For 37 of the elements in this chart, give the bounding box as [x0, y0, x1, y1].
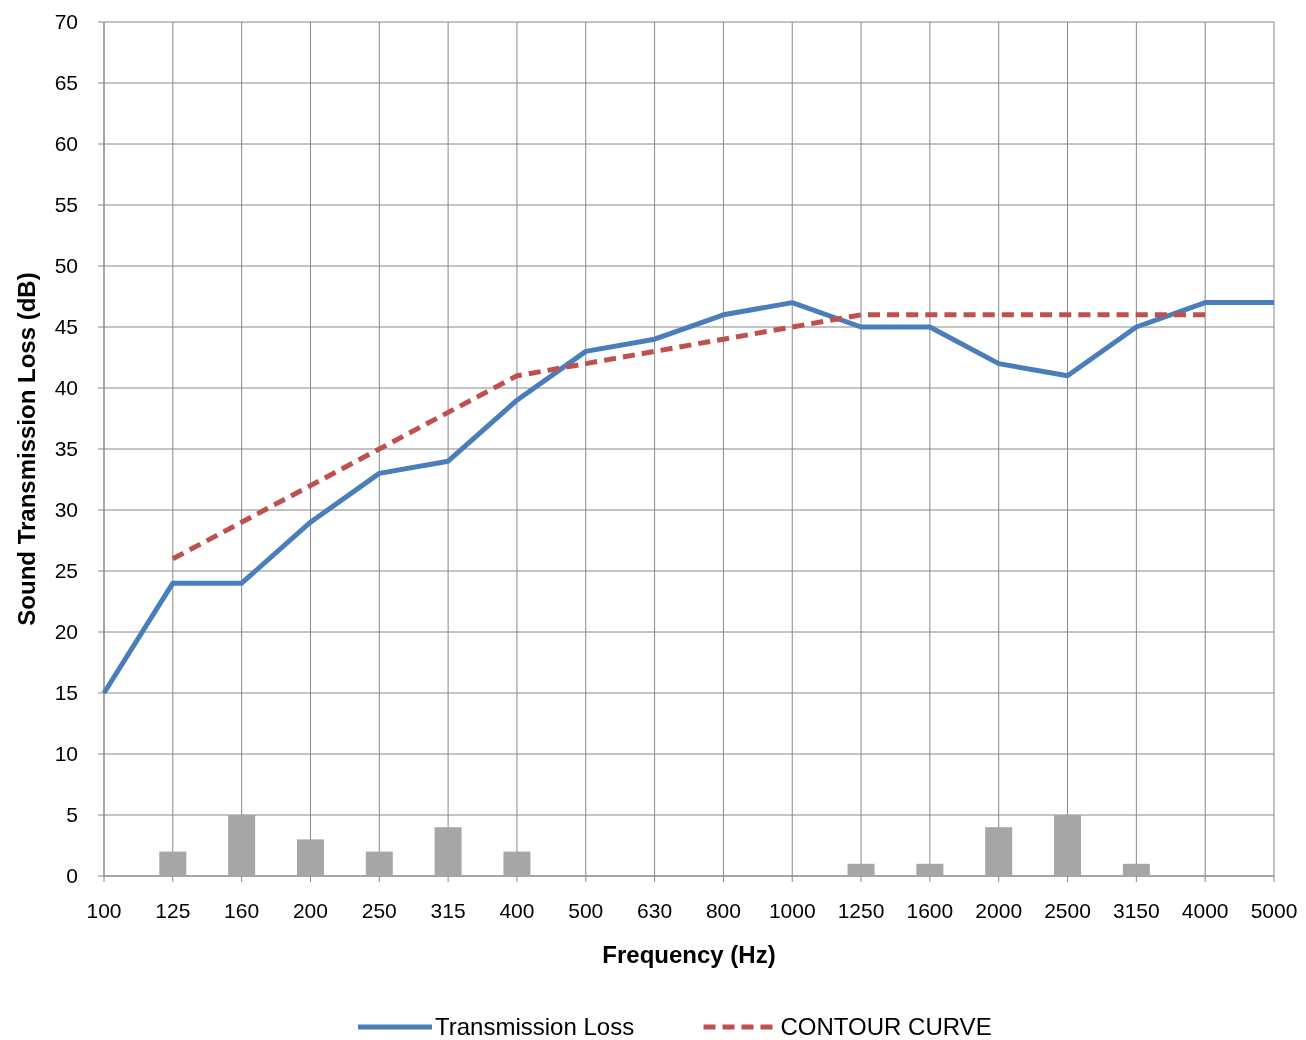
- x-tick-label: 500: [568, 899, 604, 922]
- y-tick-label: 45: [54, 315, 78, 339]
- legend-label: Transmission Loss: [435, 1013, 635, 1040]
- x-tick-label: 100: [86, 899, 122, 922]
- y-tick-label: 10: [54, 742, 78, 766]
- x-tick-label: 2500: [1044, 899, 1091, 922]
- x-tick-label: 800: [705, 899, 741, 922]
- y-tick-label: 0: [66, 864, 78, 888]
- y-tick-label: 55: [54, 193, 78, 217]
- x-tick-label: 1250: [837, 899, 885, 922]
- y-tick-label: 50: [54, 254, 78, 278]
- y-tick-label: 40: [54, 376, 78, 400]
- x-tick-label: 160: [224, 899, 260, 922]
- y-tick-label: 35: [54, 437, 78, 461]
- y-tick-label: 70: [54, 10, 78, 34]
- x-tick-label: 3150: [1112, 899, 1160, 922]
- x-tick-label: 4000: [1181, 899, 1229, 922]
- x-tick-label: 5000: [1250, 899, 1298, 922]
- y-tick-label: 30: [54, 498, 78, 522]
- y-tick-label: 65: [54, 71, 78, 95]
- x-tick-label: 1600: [906, 899, 954, 922]
- y-tick-label: 60: [54, 132, 78, 156]
- y-tick-label: 5: [66, 803, 78, 827]
- y-tick-label: 20: [54, 620, 78, 644]
- x-tick-label: 315: [430, 899, 466, 922]
- y-tick-label: 25: [54, 559, 78, 583]
- x-axis-title: Frequency (Hz): [602, 941, 776, 968]
- x-tick-label: 1000: [768, 899, 816, 922]
- x-tick-label: 250: [361, 899, 397, 922]
- x-tick-label: 125: [155, 899, 191, 922]
- x-tick-label: 200: [292, 899, 328, 922]
- y-axis-title: Sound Transmission Loss (dB): [13, 272, 40, 626]
- legend-label: CONTOUR CURVE: [780, 1013, 992, 1040]
- y-tick-label: 15: [54, 681, 78, 705]
- x-tick-label: 630: [637, 899, 673, 922]
- x-tick-label: 2000: [975, 899, 1023, 922]
- x-tick-label: 400: [499, 899, 535, 922]
